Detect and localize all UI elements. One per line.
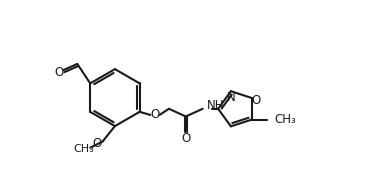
- Text: O: O: [151, 108, 159, 121]
- Text: CH₃: CH₃: [74, 144, 95, 154]
- Text: O: O: [54, 66, 63, 79]
- Text: N: N: [227, 91, 236, 104]
- Text: NH: NH: [207, 99, 225, 112]
- Text: O: O: [251, 94, 261, 107]
- Text: O: O: [181, 132, 191, 145]
- Text: O: O: [93, 137, 102, 150]
- Text: CH₃: CH₃: [274, 113, 296, 126]
